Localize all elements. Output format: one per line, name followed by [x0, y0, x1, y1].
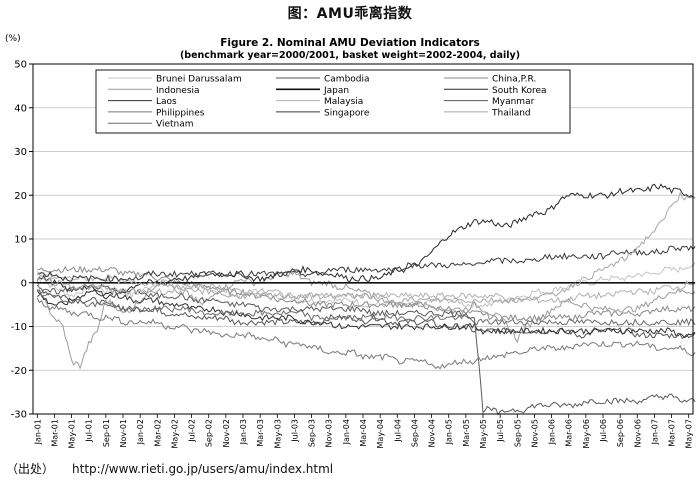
x-tick-label: Sep-04 — [410, 419, 419, 447]
source-url-link[interactable]: http://www.rieti.go.jp/users/amu/index.h… — [72, 462, 334, 476]
chart-title: Figure 2. Nominal AMU Deviation Indicato… — [220, 37, 480, 49]
x-tick-label: Mar-02 — [153, 419, 162, 447]
series-line-thailand — [36, 191, 696, 305]
x-tick-label: Nov-02 — [222, 419, 231, 447]
y-tick-label: -20 — [11, 366, 27, 377]
x-tick-label: May-02 — [170, 419, 179, 448]
source-label: （出处） — [6, 462, 55, 476]
x-tick-label: Mar-04 — [359, 419, 368, 447]
series-line-vietnam — [37, 288, 696, 327]
x-tick-label: Mar-03 — [256, 419, 265, 447]
legend-label: Japan — [323, 86, 349, 96]
x-tick-label: Sep-01 — [102, 419, 111, 447]
series-line-philippines — [36, 297, 696, 370]
legend-box — [95, 69, 571, 134]
y-tick-label: -10 — [11, 322, 27, 333]
x-tick-label: Nov-01 — [119, 419, 128, 447]
x-tick-label: Sep-02 — [205, 419, 214, 447]
y-tick-label: -30 — [11, 410, 27, 421]
x-tick-label: May-03 — [273, 419, 282, 448]
x-tick-label: Sep-06 — [616, 419, 625, 447]
y-tick-label: 0 — [21, 278, 27, 289]
series-line-cambodia — [36, 284, 696, 339]
x-tick-label: Jul-01 — [85, 419, 94, 443]
legend-label: South Korea — [492, 86, 547, 96]
x-tick-label: Jan-01 — [33, 419, 42, 445]
legend-label: Laos — [156, 97, 177, 107]
legend-label: China,P.R. — [492, 75, 536, 85]
x-tick-label: Nov-05 — [530, 419, 539, 447]
legend-label: Malaysia — [324, 97, 363, 107]
x-tick-label: Nov-04 — [428, 419, 437, 447]
legend-label: Thailand — [491, 108, 531, 118]
x-tick-label: May-06 — [582, 419, 591, 448]
legend-label: Indonesia — [156, 86, 200, 96]
x-tick-label: Jan-04 — [342, 419, 351, 445]
x-tick-label: Jan-02 — [136, 419, 145, 445]
series-line-myanmar — [36, 283, 696, 416]
series-line-brunei-darussalam — [37, 262, 696, 309]
x-tick-label: Mar-06 — [565, 419, 574, 447]
legend-label: Vietnam — [156, 120, 194, 130]
x-tick-label: Jul-05 — [496, 419, 505, 443]
x-tick-label: Jan-06 — [548, 419, 557, 445]
series-line-china-p-r- — [37, 265, 696, 322]
y-axis-unit-label: (%) — [5, 34, 21, 44]
legend-label: Singapore — [324, 108, 370, 118]
x-tick-label: Jul-02 — [188, 419, 197, 443]
x-tick-label: Sep-03 — [308, 419, 317, 447]
y-tick-label: 30 — [14, 147, 27, 158]
gridlines — [33, 107, 693, 371]
x-tick-label: Mar-05 — [462, 419, 471, 447]
legend: Brunei Darussalam Cambodia China,P.R. Indon… — [95, 69, 571, 134]
y-tick-label: 20 — [14, 191, 27, 202]
y-tick-label: 40 — [14, 103, 27, 114]
x-tick-label: May-01 — [68, 419, 77, 448]
series-line-laos — [36, 274, 696, 339]
x-tick-label: May-04 — [376, 419, 385, 448]
series-lines — [36, 183, 696, 416]
y-tick-labels: -30 -20 -10 0 10 20 30 40 50 — [11, 60, 33, 421]
page-header-title: 图：AMU乖离指数 — [287, 6, 413, 22]
x-tick-label: Jan-07 — [650, 419, 659, 445]
series-line-malaysia — [37, 271, 696, 304]
x-tick-label: May-05 — [479, 419, 488, 448]
legend-label: Philippines — [156, 108, 205, 118]
x-tick-label: May-07 — [685, 419, 694, 448]
x-tick-label: Nov-06 — [633, 419, 642, 447]
x-tick-label: Mar-01 — [50, 419, 59, 447]
x-tick-label: Jul-03 — [290, 419, 299, 443]
series-line-singapore — [37, 245, 696, 283]
legend-label: Cambodia — [324, 75, 370, 85]
chart-subtitle: (benchmark year=2000/2001, basket weight… — [180, 50, 520, 61]
y-tick-label: 10 — [14, 235, 27, 246]
source-line: （出处） http://www.rieti.go.jp/users/amu/ind… — [6, 460, 351, 477]
legend-label: Myanmar — [492, 97, 535, 107]
x-tick-labels: Jan-01 Mar-01 May-01 Jul-01 Sep-01 Nov-01 Jan-… — [33, 414, 694, 448]
x-tick-label: Jan-05 — [445, 419, 454, 445]
x-tick-label: Jan-03 — [239, 419, 248, 445]
x-tick-label: Jul-06 — [599, 419, 608, 443]
x-tick-label: Sep-05 — [513, 419, 522, 447]
y-tick-label: 50 — [14, 60, 27, 71]
legend-label: Brunei Darussalam — [156, 75, 242, 85]
x-tick-label: Mar-07 — [668, 419, 677, 447]
series-line-south-korea — [36, 183, 696, 306]
x-tick-label: Jul-04 — [393, 419, 402, 443]
x-tick-label: Nov-03 — [325, 419, 334, 447]
